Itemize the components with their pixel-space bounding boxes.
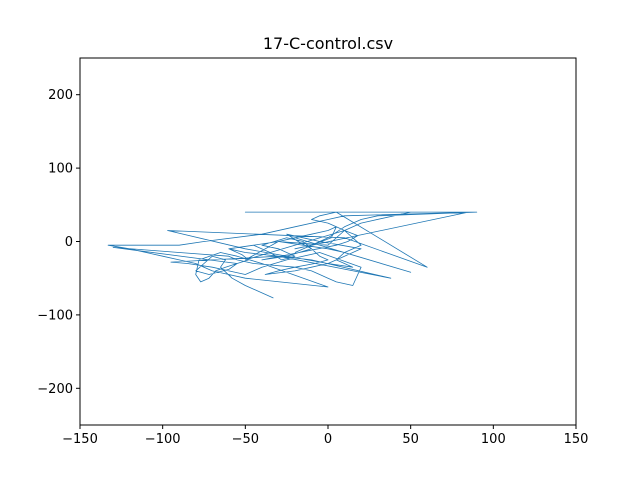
y-tick-label: −200 [37,382,73,397]
chart-title: 17-C-control.csv [263,34,393,53]
x-tick-label: 50 [402,432,419,447]
series-line-0 [107,211,478,299]
y-tick-label: 100 [48,162,73,177]
x-tick-label: 150 [564,432,589,447]
y-tick-label: 200 [48,88,73,103]
x-tick-label: −50 [232,432,259,447]
y-tick-label: −100 [37,308,73,323]
plot-area [107,211,478,299]
x-tick-label: 100 [481,432,506,447]
y-axis: −200 −100 0 100 200 [37,88,80,397]
x-axis: −150 −100 −50 0 50 100 150 [62,425,588,447]
x-tick-label: −100 [145,432,181,447]
x-tick-label: 0 [324,432,332,447]
x-tick-label: −150 [62,432,98,447]
y-tick-label: 0 [65,235,73,250]
